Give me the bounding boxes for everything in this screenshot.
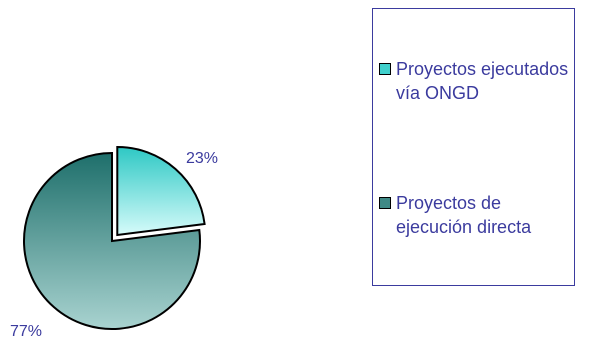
pie-slice-directa	[23, 151, 201, 330]
slice-label-directa: 77%	[10, 323, 42, 340]
pie-slice-ongd	[116, 145, 206, 237]
legend: Proyectos ejecutados vía ONGD Proyectos …	[372, 8, 575, 286]
legend-item-directa: Proyectos de ejecución directa	[379, 191, 574, 239]
legend-item-ongd: Proyectos ejecutados vía ONGD	[379, 57, 574, 105]
slice-label-ongd: 23%	[186, 150, 218, 167]
legend-label-ongd: Proyectos ejecutados vía ONGD	[396, 59, 569, 103]
legend-label-directa: Proyectos de ejecución directa	[396, 193, 532, 237]
pie-chart: 23% 77%	[10, 145, 218, 340]
legend-swatch-directa	[379, 197, 391, 209]
legend-swatch-ongd	[379, 63, 391, 75]
